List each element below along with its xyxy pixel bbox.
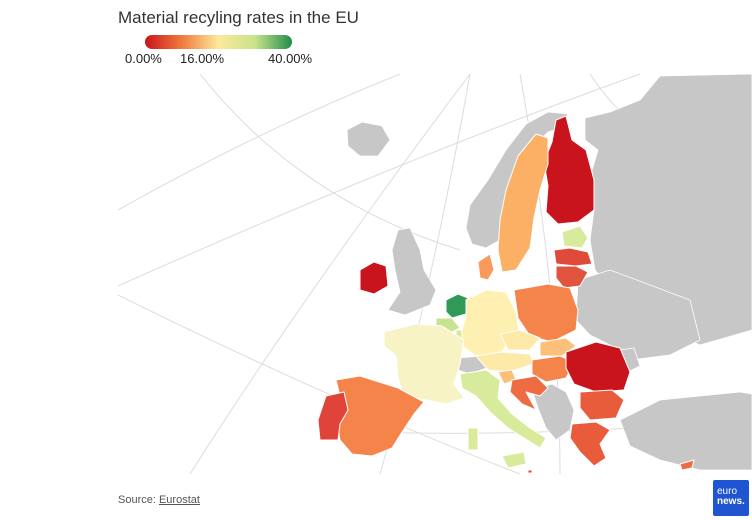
logo-line-1: euro [717, 486, 738, 497]
legend-gradient-bar [145, 35, 292, 49]
czechia [499, 329, 541, 351]
logo-line-2: news. [717, 496, 745, 507]
bulgaria [579, 389, 625, 421]
cyprus [679, 459, 695, 471]
source-note: Source: Eurostat [118, 494, 200, 506]
source-link[interactable]: Eurostat [158, 494, 200, 506]
legend-label-max: 40.00% [268, 51, 313, 66]
euronews-logo[interactable]: euro news. [713, 480, 749, 516]
non-eu-land [346, 74, 752, 471]
map-svg [118, 74, 752, 474]
belarus-ukraine [575, 269, 701, 361]
graticule-line [189, 74, 471, 474]
denmark [477, 253, 495, 281]
ireland [359, 261, 389, 295]
estonia [561, 225, 589, 249]
source-prefix: Source: [118, 494, 159, 506]
graticule-line [118, 294, 521, 474]
portugal [317, 391, 349, 441]
balkans-west [531, 383, 575, 441]
greece [569, 421, 611, 467]
graticule-line [199, 74, 461, 251]
sardinia [467, 427, 479, 451]
sicily [501, 451, 527, 469]
graticule-line [118, 74, 641, 287]
legend-label-min: 0.00% [125, 51, 162, 66]
romania [565, 341, 631, 393]
eu-countries [317, 115, 695, 474]
choropleth-map [118, 74, 752, 474]
great-britain [387, 227, 437, 316]
france [383, 323, 465, 405]
legend-label-mid: 16.00% [180, 51, 225, 66]
italy [459, 369, 547, 449]
croatia [509, 375, 549, 411]
latvia [553, 247, 593, 267]
hungary [531, 355, 575, 383]
poland [513, 283, 579, 343]
turkey [619, 391, 752, 471]
graticule-line [118, 74, 401, 211]
netherlands [445, 293, 469, 319]
color-legend: 0.00% 16.00% 40.00% [118, 34, 328, 66]
map-title: Material recyling rates in the EU [118, 8, 359, 27]
lithuania [555, 265, 589, 289]
iceland [346, 121, 391, 157]
malta [527, 469, 533, 474]
sweden [497, 133, 549, 273]
